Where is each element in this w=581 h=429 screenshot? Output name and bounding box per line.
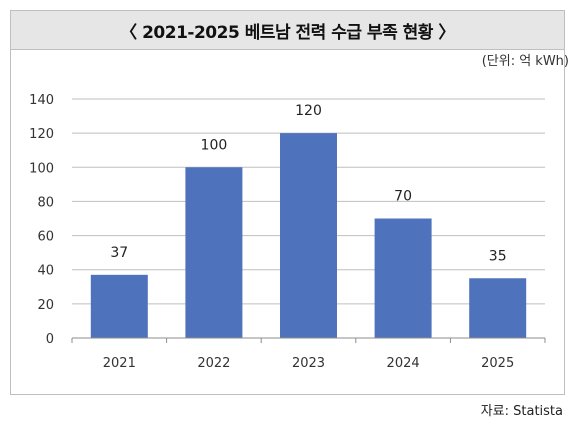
y-tick-label: 0 [46,332,54,347]
unit-label: (단위: 억 kWh) [481,54,569,69]
y-tick-label: 120 [29,127,54,142]
data-label: 100 [201,137,228,153]
x-tick-label: 2023 [292,356,325,371]
source-note: 자료: Statista [480,404,563,419]
data-label: 35 [489,248,507,264]
y-tick-label: 140 [29,93,54,108]
x-tick-label: 2021 [103,356,136,371]
x-tick-label: 2022 [197,356,230,371]
y-tick-label: 20 [37,298,54,313]
y-tick-label: 100 [29,161,54,176]
bar [185,167,243,338]
labels: 0 20 40 60 80 100 120 140 37 2021 100 2022 120 2023 70… [29,93,514,371]
bar [280,133,337,338]
bars [90,133,527,338]
data-label: 120 [295,103,322,119]
data-label: 37 [110,245,128,261]
y-tick-label: 40 [37,264,54,279]
axes [71,337,546,343]
bar [374,218,432,338]
y-tick-label: 80 [37,195,54,210]
data-label: 70 [394,189,412,205]
bar [469,278,527,338]
x-tick-label: 2025 [481,356,514,371]
y-tick-label: 60 [37,230,54,245]
bar [90,274,148,338]
chart-title: 〈 2021-2025 베트남 전력 수급 부족 현황 〉 [11,11,564,50]
x-tick-label: 2024 [387,356,420,371]
